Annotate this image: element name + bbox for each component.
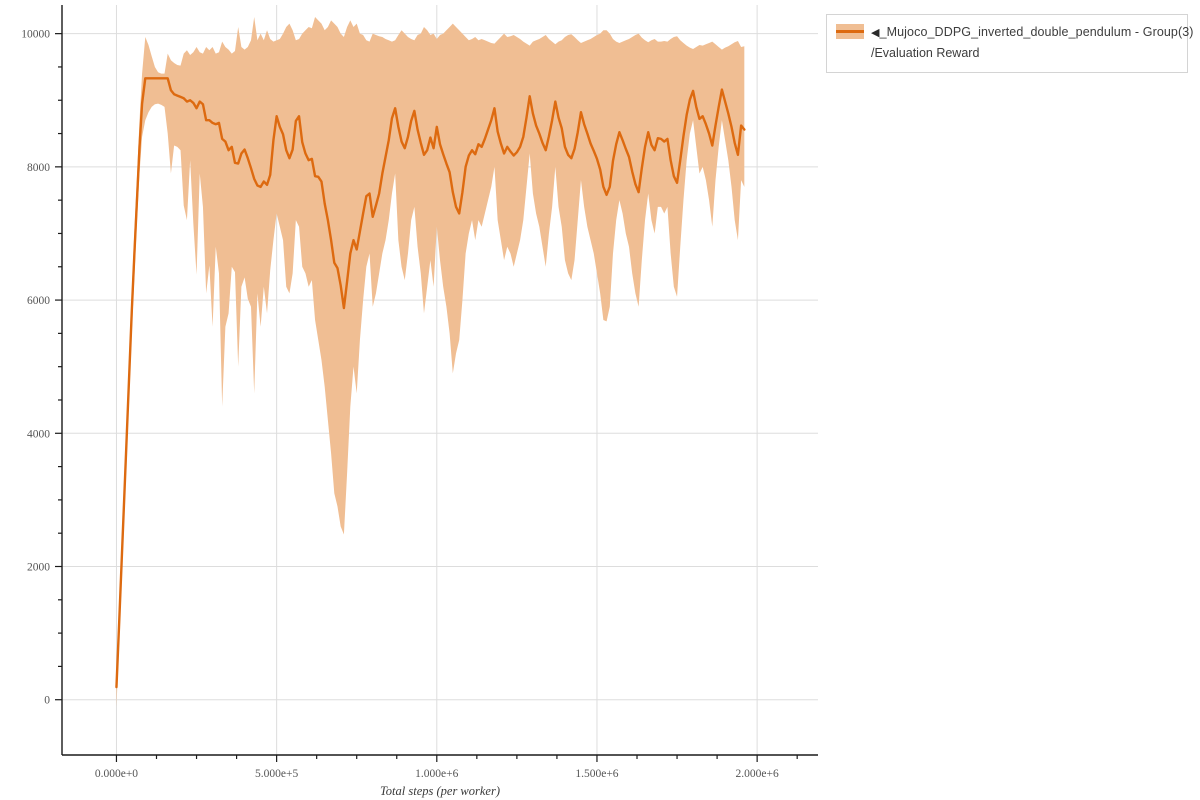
x-tick-label: 1.000e+6 xyxy=(415,768,458,780)
x-tick-label: 5.000e+5 xyxy=(255,768,298,780)
legend-entry[interactable]: ◀_Mujoco_DDPG_inverted_double_pendulum -… xyxy=(836,22,1193,43)
data-line xyxy=(115,77,746,689)
x-tick-label: 0.000e+0 xyxy=(95,768,138,780)
x-axis-title: Total steps (per worker) xyxy=(380,784,500,798)
y-tick-label: 2000 xyxy=(27,562,50,574)
legend-line-swatch xyxy=(836,30,864,33)
y-tick-label: 0 xyxy=(44,695,50,707)
legend-label-line1: ◀_Mujoco_DDPG_inverted_double_pendulum -… xyxy=(871,22,1194,43)
data-band xyxy=(116,16,745,708)
x-tick-label: 2.000e+6 xyxy=(736,768,779,780)
axis-tick-labels: 0 2000 4000 6000 8000 10000 0.000e+0 5.000e+5 1.… xyxy=(21,29,779,780)
y-tick-label: 10000 xyxy=(21,29,50,41)
y-tick-label: 6000 xyxy=(27,295,50,307)
left-triangle-icon: ◀ xyxy=(871,27,880,39)
y-tick-label: 8000 xyxy=(27,162,50,174)
y-tick-label: 4000 xyxy=(27,428,50,440)
axes xyxy=(55,5,818,762)
chart-legend[interactable]: ◀_Mujoco_DDPG_inverted_double_pendulum -… xyxy=(826,14,1193,74)
legend-series-name: _Mujoco_DDPG_inverted_double_pendulum - … xyxy=(879,25,1194,39)
legend-color-swatch xyxy=(836,24,864,39)
legend-label-line2: /Evaluation Reward xyxy=(871,45,980,60)
x-tick-label: 1.500e+6 xyxy=(575,768,618,780)
